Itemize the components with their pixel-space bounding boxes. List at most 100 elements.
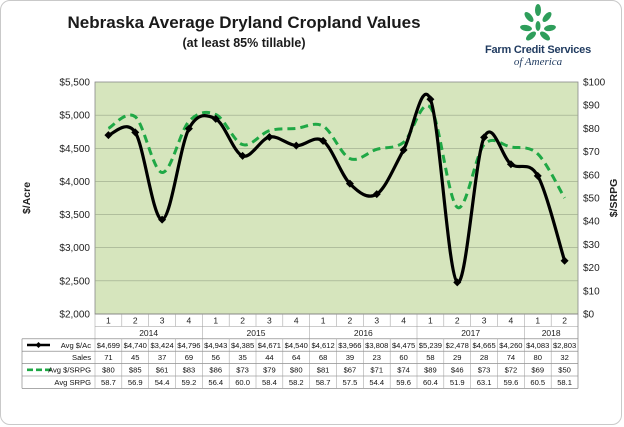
table-cell-sales: 35 [238, 353, 246, 362]
legend-marker-avg-per-acre [35, 342, 42, 348]
y-tick-label: $5,000 [59, 111, 90, 122]
data-label-avg-per-acre: $3,966 [338, 341, 361, 350]
data-label-avg-srpg: $69 [531, 366, 544, 375]
series-line-avg-srpg [107, 104, 566, 209]
x-year-label: 2017 [461, 328, 480, 338]
y2-tick-label: $10 [583, 286, 600, 297]
table-cell-avg-srpg: 60.5 [530, 378, 545, 387]
data-label-avg-per-acre: $5,239 [419, 341, 442, 350]
data-point-avg-per-acre [265, 132, 274, 141]
table-cell-avg-srpg: 54.4 [155, 378, 170, 387]
table-cell-sales: 71 [104, 353, 112, 362]
x-tick-label: 3 [160, 316, 165, 326]
table-cell-sales: 37 [158, 353, 166, 362]
table-cell-sales: 29 [453, 353, 461, 362]
x-tick-label: 4 [401, 316, 406, 326]
logo: Farm Credit Services of America [468, 4, 608, 70]
data-label-avg-per-acre: $3,808 [365, 341, 388, 350]
table-cell-sales: 60 [399, 353, 407, 362]
x-tick-label: 3 [374, 316, 379, 326]
x-year-label: 2018 [542, 328, 561, 338]
y2-tick-label: $60 [583, 170, 600, 181]
y2-tick-label: $30 [583, 240, 600, 251]
table-cell-sales: 44 [265, 353, 273, 362]
data-point-avg-per-acre [319, 136, 328, 145]
logo-name: Farm Credit Services [484, 44, 592, 56]
data-label-avg-srpg: $81 [317, 366, 330, 375]
data-label-avg-srpg: $83 [183, 366, 196, 375]
table-cell-avg-srpg: 63.1 [477, 378, 492, 387]
y2-tick-label: $90 [583, 101, 600, 112]
data-label-avg-per-acre: $4,540 [285, 341, 308, 350]
data-label-avg-per-acre: $4,385 [231, 341, 254, 350]
data-point-avg-per-acre [506, 160, 515, 169]
legend-label-avg-per-acre: Avg $/Ac [61, 341, 91, 350]
y2-tick-label: $50 [583, 194, 600, 205]
x-tick-label: 2 [348, 316, 353, 326]
data-label-avg-srpg: $50 [558, 366, 571, 375]
x-year-label: 2014 [139, 328, 158, 338]
chart-subtitle: (at least 85% tillable) [182, 36, 306, 50]
table-cell-sales: 68 [319, 353, 327, 362]
y-tick-label: $2,000 [59, 310, 90, 321]
x-tick-label: 2 [455, 316, 460, 326]
data-label-avg-srpg: $72 [505, 366, 518, 375]
table-cell-sales: 58 [426, 353, 434, 362]
x-tick-label: 1 [106, 316, 111, 326]
x-tick-label: 2 [562, 316, 567, 326]
data-label-avg-srpg: $80 [102, 366, 115, 375]
data-label-avg-per-acre: $4,671 [258, 341, 281, 350]
table-cell-sales: 69 [185, 353, 193, 362]
x-tick-label: 1 [213, 316, 218, 326]
data-point-avg-per-acre [399, 145, 408, 154]
y2-axis-label: $/SRPG [608, 179, 620, 218]
table-cell-sales: 64 [292, 353, 300, 362]
data-label-avg-per-acre: $4,699 [97, 341, 120, 350]
plot-background [94, 81, 579, 315]
data-label-avg-srpg: $74 [397, 366, 410, 375]
data-point-avg-per-acre [345, 179, 354, 188]
table-cell-avg-srpg: 58.7 [316, 378, 331, 387]
table-cell-avg-srpg: 58.7 [101, 378, 116, 387]
data-label-avg-srpg: $86 [209, 366, 222, 375]
data-label-avg-per-acre: $4,083 [526, 341, 549, 350]
table-cell-avg-srpg: 60.4 [423, 378, 438, 387]
x-tick-label: 2 [240, 316, 245, 326]
y2-tick-label: $70 [583, 147, 600, 158]
y-axis-label: $/Acre [21, 182, 33, 214]
data-point-avg-per-acre [184, 124, 193, 133]
table-cell-sales: 39 [346, 353, 354, 362]
legend-label-avg-srpg: Avg $/SRPG [48, 366, 91, 375]
data-label-avg-per-acre: $4,740 [124, 341, 147, 350]
data-point-avg-per-acre [480, 133, 489, 142]
data-label-avg-per-acre: $4,665 [472, 341, 495, 350]
x-year-label: 2015 [247, 328, 266, 338]
data-label-avg-per-acre: $4,943 [204, 341, 227, 350]
table-cell-avg-srpg: 58.4 [262, 378, 277, 387]
data-label-avg-srpg: $46 [451, 366, 464, 375]
y2-tick-label: $100 [583, 78, 606, 89]
data-label-avg-per-acre: $4,475 [392, 341, 415, 350]
series-group [104, 92, 569, 287]
data-label-avg-per-acre: $4,260 [499, 341, 522, 350]
table-cell-avg-srpg: 54.4 [369, 378, 384, 387]
data-label-avg-srpg: $71 [370, 366, 383, 375]
table-cell-avg-srpg: 57.5 [343, 378, 358, 387]
data-point-avg-per-acre [560, 256, 569, 265]
table-cell-avg-srpg: 59.2 [182, 378, 197, 387]
x-tick-label: 3 [267, 316, 272, 326]
y2-tick-label: $0 [583, 310, 595, 321]
data-label-avg-srpg: $73 [478, 366, 491, 375]
data-point-avg-per-acre [104, 131, 113, 140]
y2-tick-label: $80 [583, 124, 600, 135]
data-label-avg-srpg: $67 [344, 366, 357, 375]
table-cell-avg-srpg: 60.0 [235, 378, 250, 387]
data-label-avg-per-acre: $3,424 [150, 341, 173, 350]
table-cell-avg-srpg: 56.9 [128, 378, 143, 387]
x-tick-label: 3 [482, 316, 487, 326]
data-label-avg-srpg: $89 [424, 366, 437, 375]
data-point-avg-per-acre [453, 278, 462, 287]
data-label-avg-srpg: $61 [156, 366, 169, 375]
